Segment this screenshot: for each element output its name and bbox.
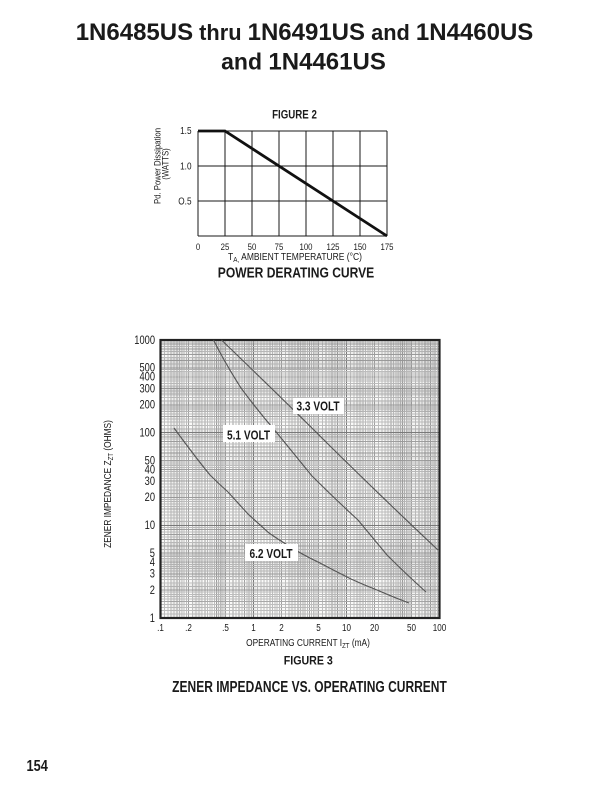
svg-text:.2: .2 [185, 622, 192, 633]
svg-text:3.3 VOLT: 3.3 VOLT [297, 401, 340, 414]
svg-text:175: 175 [381, 241, 394, 252]
svg-text:200: 200 [139, 400, 155, 412]
svg-text:50: 50 [145, 456, 156, 468]
svg-text:40: 40 [145, 465, 156, 477]
svg-text:125: 125 [327, 241, 340, 252]
svg-text:2: 2 [279, 622, 284, 633]
svg-text:.5: .5 [222, 622, 229, 633]
svg-text:1N6485US thru 1N6491US and 1N4: 1N6485US thru 1N6491US and 1N4460US [76, 19, 534, 46]
svg-text:400: 400 [139, 372, 155, 384]
svg-text:1.5: 1.5 [180, 125, 191, 136]
svg-text:OPERATING CURRENT IZT (mA): OPERATING CURRENT IZT (mA) [246, 637, 370, 650]
svg-text:4: 4 [150, 557, 155, 569]
svg-text:100: 100 [300, 241, 313, 252]
svg-text:500: 500 [139, 363, 155, 375]
svg-text:100: 100 [139, 428, 155, 440]
svg-text:(WATTS): (WATTS) [160, 148, 171, 180]
svg-text:Pd. Power Dissipation: Pd. Power Dissipation [152, 128, 163, 204]
svg-text:1: 1 [150, 613, 155, 625]
svg-text:2: 2 [150, 585, 155, 597]
svg-text:3: 3 [150, 569, 155, 581]
svg-text:.1: .1 [157, 622, 164, 633]
svg-text:6.2 VOLT: 6.2 VOLT [250, 548, 293, 561]
svg-text:and 1N4461US: and 1N4461US [221, 49, 386, 76]
svg-text:1.0: 1.0 [180, 161, 191, 172]
svg-text:100: 100 [433, 622, 446, 633]
svg-text:1: 1 [251, 622, 256, 633]
svg-text:20: 20 [370, 622, 379, 633]
svg-text:TA, AMBIENT TEMPERATURE (°C): TA, AMBIENT TEMPERATURE (°C) [228, 251, 362, 264]
svg-text:5: 5 [150, 548, 155, 560]
svg-text:FIGURE 2: FIGURE 2 [272, 109, 317, 122]
svg-text:150: 150 [354, 241, 367, 252]
svg-text:ZENER IMPEDANCE VS. OPERATING: ZENER IMPEDANCE VS. OPERATING CURRENT [172, 679, 447, 696]
svg-text:10: 10 [342, 622, 351, 633]
svg-text:20: 20 [145, 492, 156, 504]
svg-text:1000: 1000 [134, 335, 155, 347]
svg-text:30: 30 [145, 476, 156, 488]
svg-text:0: 0 [196, 241, 200, 252]
svg-text:75: 75 [275, 241, 284, 252]
svg-text:ZENER IMPEDANCE ZZT (OHMS): ZENER IMPEDANCE ZZT (OHMS) [102, 420, 115, 548]
svg-text:5.1 VOLT: 5.1 VOLT [227, 430, 270, 443]
svg-text:50: 50 [248, 241, 257, 252]
svg-text:FIGURE 3: FIGURE 3 [284, 655, 333, 668]
svg-text:O.5: O.5 [178, 196, 191, 207]
svg-text:POWER DERATING CURVE: POWER DERATING CURVE [218, 264, 374, 281]
svg-text:5: 5 [316, 622, 321, 633]
svg-text:154: 154 [27, 758, 48, 776]
svg-text:300: 300 [139, 383, 155, 395]
svg-text:25: 25 [221, 241, 230, 252]
svg-text:50: 50 [407, 622, 416, 633]
svg-text:10: 10 [145, 520, 156, 532]
